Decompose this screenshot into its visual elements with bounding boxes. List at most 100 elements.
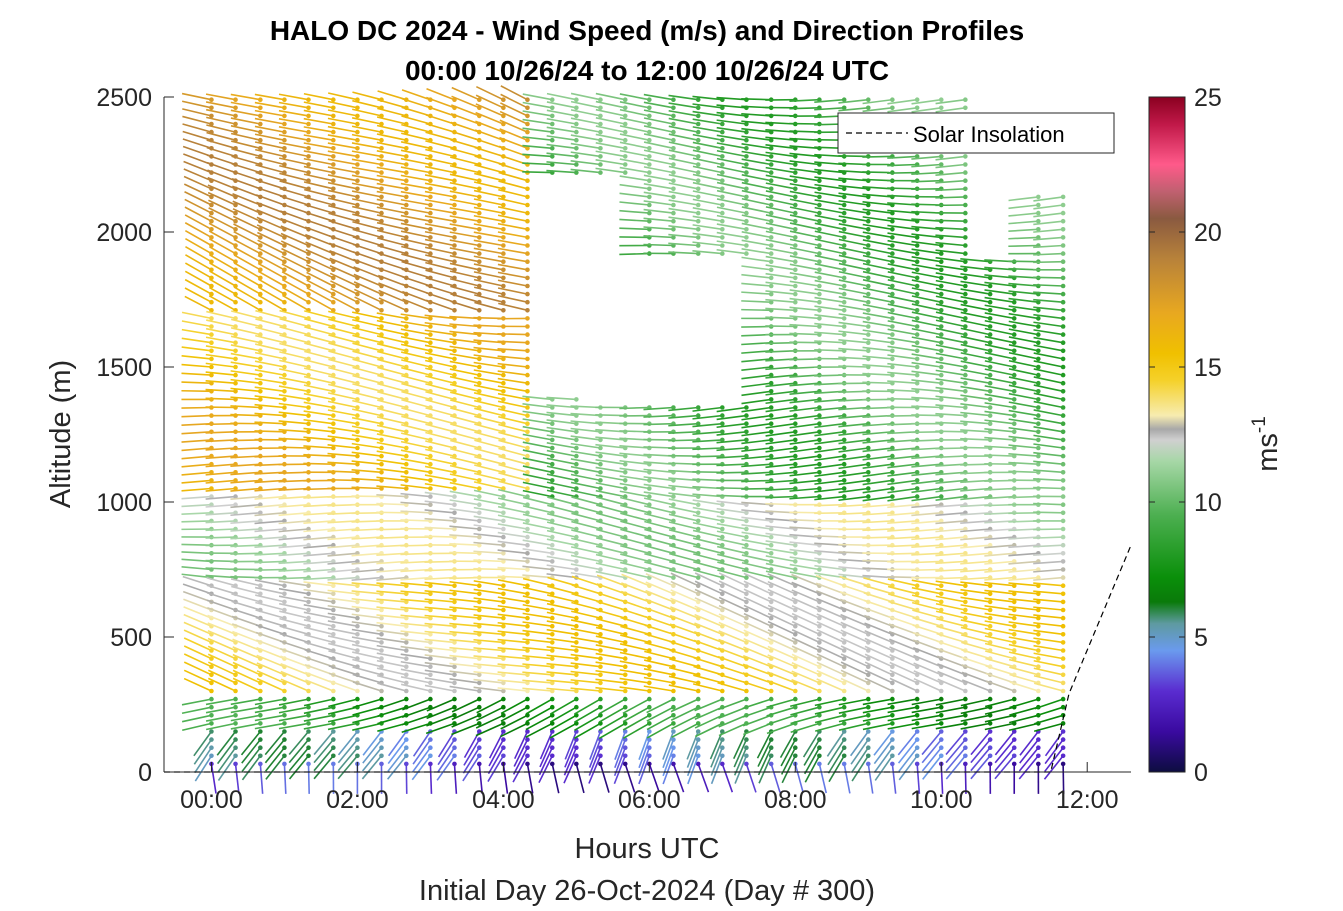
wind-barb-head [452,494,457,499]
wind-barb-head [671,713,676,718]
wind-barb-head [817,753,822,759]
wind-barb [377,399,407,409]
wind-barb [377,714,407,725]
wind-barb-head [331,186,336,192]
wind-barb [241,739,261,764]
wind-barb [412,747,432,773]
wind-barb-head [209,340,214,346]
wind-barb [278,580,309,587]
wind-barb [400,190,431,198]
wind-barb-head [695,510,701,516]
wind-barb [400,606,431,611]
wind-barb-head [792,283,798,289]
wind-barb-head [963,267,968,273]
wind-barb-head [209,753,214,759]
wind-barb-head [355,113,360,119]
wind-barb [181,381,212,384]
wind-barb [376,511,407,514]
wind-barb-head [501,737,506,742]
wind-barb-head [476,599,482,605]
wind-barb-head [768,737,774,742]
wind-barb-head [306,170,311,175]
wind-barb [449,490,480,498]
wind-barb [449,239,480,247]
wind-barb-head [476,688,482,694]
wind-barb-head [720,178,725,183]
wind-barb [230,698,261,706]
wind-barb-head [695,146,701,151]
wind-barb-head [549,632,555,637]
wind-barb [181,573,212,579]
wind-barb-head [282,753,287,759]
wind-barb-head [963,615,968,621]
wind-barb-head [695,688,701,694]
wind-barb [303,126,334,133]
wind-barb-head [282,421,287,427]
wind-barb-head [525,210,530,216]
wind-barb-head [209,332,214,337]
wind-barb [376,606,407,611]
wind-barb-head [379,146,384,151]
wind-barb [352,334,382,344]
wind-barb [230,503,261,509]
wind-barb [183,645,212,660]
wind-barb [362,731,383,756]
wind-barb-head [428,648,433,653]
wind-barb [279,647,309,660]
wind-barb [425,140,455,150]
wind-barb-head [598,129,603,135]
wind-barb-head [501,534,506,540]
wind-barb [449,551,480,555]
wind-barb [328,227,358,239]
wind-barb-head [501,486,506,491]
wind-barb-head [306,591,311,597]
wind-barb-head [987,696,993,702]
wind-barb-head [501,745,506,750]
wind-barb-head [817,704,822,710]
wind-barb-head [525,753,530,759]
wind-barb-head [938,154,944,159]
wind-barb-head [233,291,238,297]
wind-barb [351,425,382,433]
wind-barb-head [841,737,847,742]
wind-barb-head [622,121,628,127]
wind-barb [279,617,309,627]
wind-barb-head [525,591,530,597]
wind-barb [424,684,455,692]
wind-barb [327,635,358,644]
wind-barb-head [598,632,603,637]
wind-barb [960,446,991,449]
wind-barb-head [890,259,895,265]
wind-barb-head [671,494,676,499]
wind-barb [474,455,504,465]
wind-barb [377,358,407,368]
wind-barb [376,116,407,125]
wind-barb [502,763,509,794]
wind-barb [473,580,504,587]
wind-barb [352,243,382,255]
wind-barb-head [355,461,360,467]
wind-barb [450,121,480,133]
wind-barb [183,175,212,190]
wind-barb [400,230,431,239]
wind-barb [258,286,285,303]
wind-barb-head [306,113,311,119]
wind-barb-head [598,664,603,669]
wind-barb [208,295,236,312]
wind-barb [230,378,261,384]
wind-barb-head [258,348,263,354]
wind-barb-head [598,672,603,678]
wind-barb-head [209,324,214,329]
wind-barb [257,247,285,263]
wind-barb [232,208,261,222]
wind-barb [254,512,285,517]
wind-barb [473,588,504,595]
wind-barb-head [914,340,920,346]
wind-barb [387,747,407,772]
wind-barb [303,401,334,409]
wind-barb-head [817,745,822,750]
wind-barb [473,361,504,368]
wind-barb [473,481,504,490]
wind-barb-head [282,356,287,362]
wind-barb-head [355,405,360,410]
